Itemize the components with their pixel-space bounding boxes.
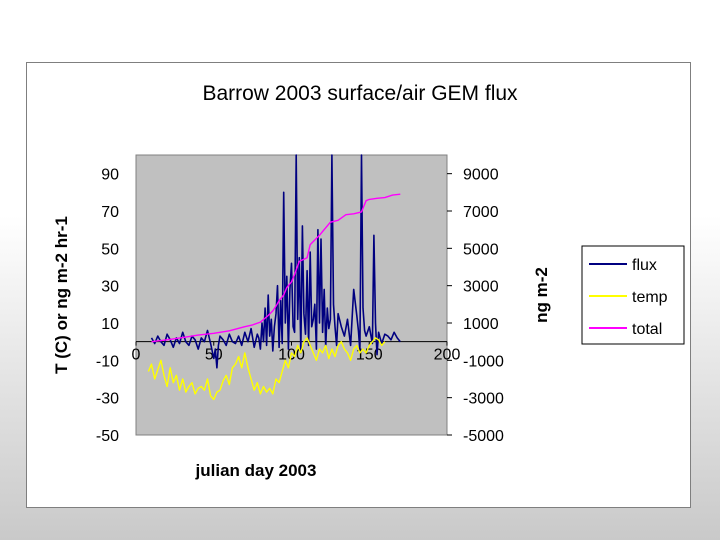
- x-axis-title: julian day 2003: [195, 461, 317, 480]
- y-axis-left-title: T (C) or ng m-2 hr-1: [52, 216, 71, 374]
- chart-title: Barrow 2003 surface/air GEM flux: [202, 82, 518, 105]
- chart: Barrow 2003 surface/air GEM flux 90 70 50 3…: [52, 82, 685, 480]
- x-tick-label: 200: [434, 347, 461, 364]
- y-tick-label: 10: [101, 316, 119, 333]
- y-tick-label: -30: [96, 391, 119, 408]
- y-axis-right: 9000 7000 5000 3000 1000 -1000 -3000 -5000: [447, 167, 504, 445]
- y-tick-label: 90: [101, 167, 119, 184]
- y2-tick-label: -3000: [463, 391, 504, 408]
- y2-tick-label: 5000: [463, 241, 499, 258]
- legend: flux temp total: [581, 245, 685, 345]
- y2-tick-label: 3000: [463, 279, 499, 296]
- x-tick-label: 0: [132, 347, 141, 364]
- x-tick-label: 150: [356, 347, 383, 364]
- series-line-total: [151, 193, 401, 343]
- y2-tick-label: -1000: [463, 353, 504, 370]
- y-axis-left: 90 70 50 30 10 -10 -30 -50: [96, 167, 119, 445]
- series-line-flux: [150, 154, 401, 369]
- y2-tick-label: 9000: [463, 167, 499, 184]
- y-tick-label: -10: [96, 353, 119, 370]
- legend-label-temp: temp: [632, 289, 668, 306]
- series-group: [147, 154, 401, 401]
- y-axis-right-title: ng m-2: [532, 267, 551, 323]
- y2-tick-label: 7000: [463, 204, 499, 221]
- y-tick-label: 50: [101, 241, 119, 258]
- chart-frame: Barrow 2003 surface/air GEM flux 90 70 50 3…: [26, 62, 691, 508]
- series-line-temp: [147, 337, 386, 401]
- y-tick-label: 30: [101, 279, 119, 296]
- y-tick-label: -50: [96, 428, 119, 445]
- legend-label-flux: flux: [632, 257, 657, 274]
- legend-label-total: total: [632, 321, 662, 338]
- y-tick-label: 70: [101, 204, 119, 221]
- y2-tick-label: -5000: [463, 428, 504, 445]
- y2-tick-label: 1000: [463, 316, 499, 333]
